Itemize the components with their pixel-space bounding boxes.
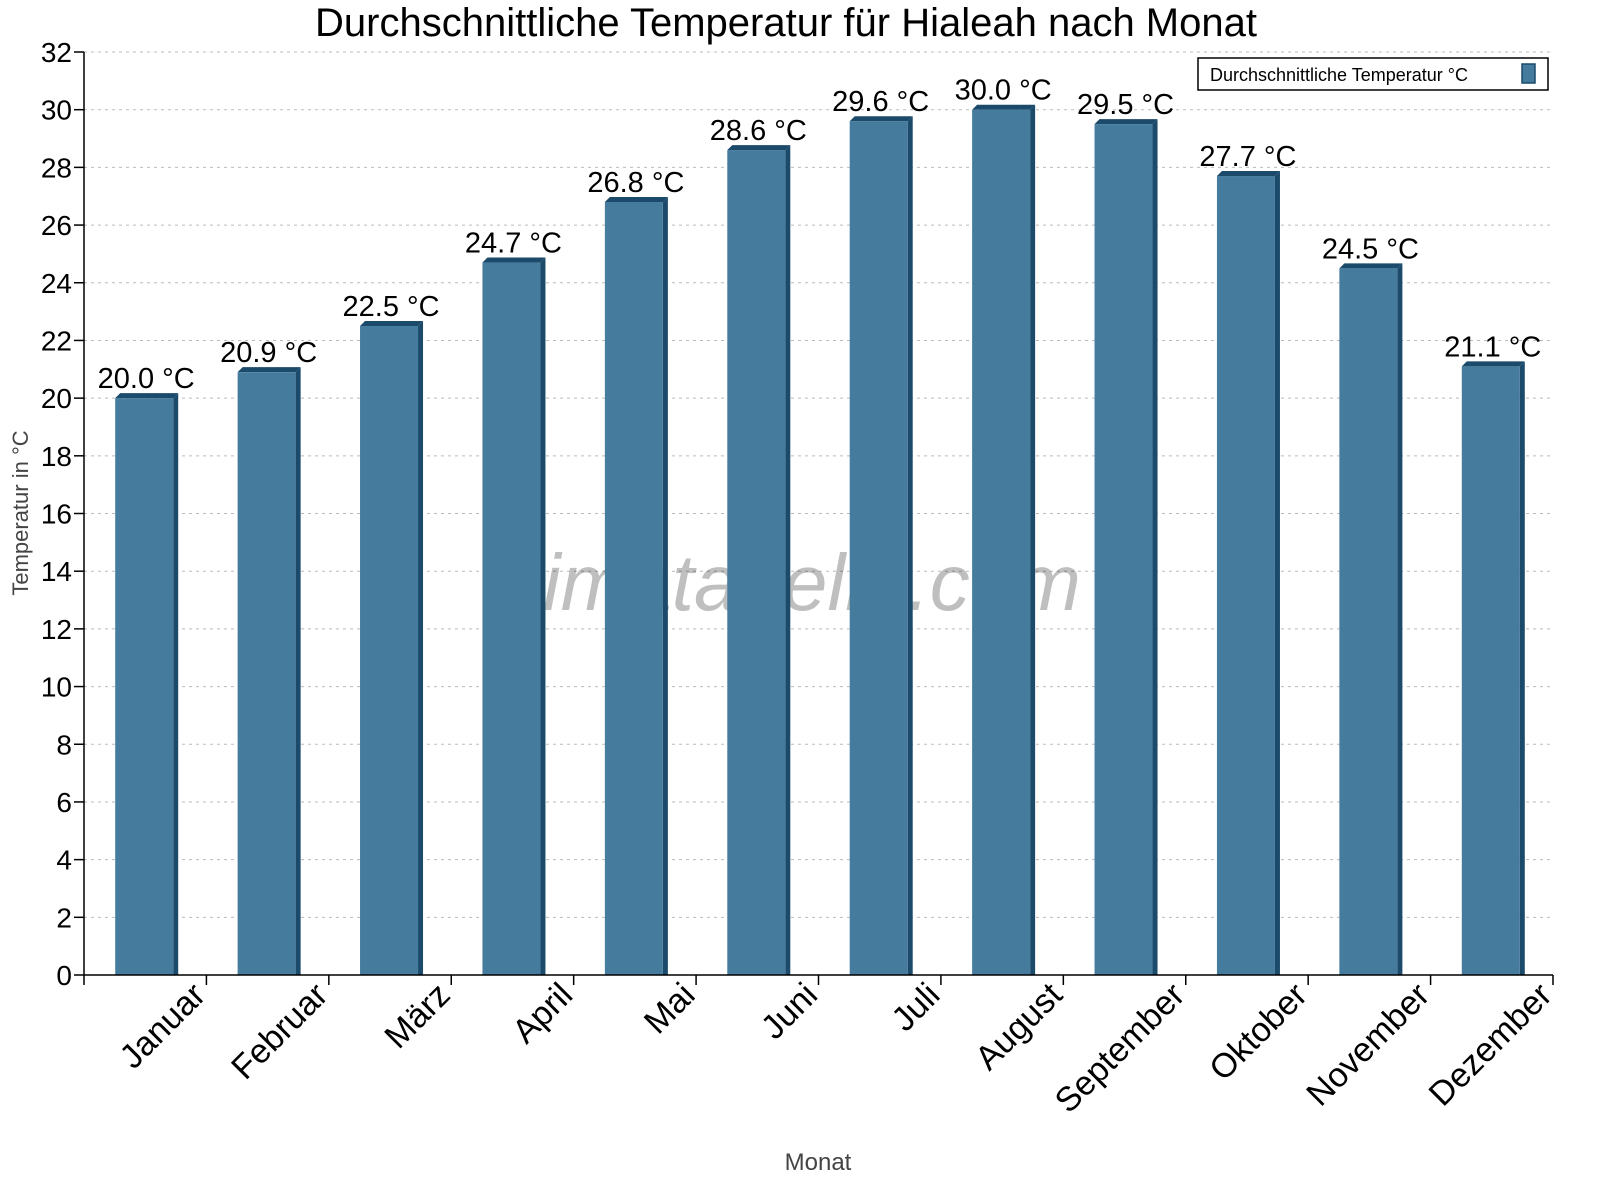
bar-top bbox=[1461, 361, 1525, 367]
bar-side bbox=[1030, 104, 1036, 975]
data-label: 24.7 °C bbox=[465, 228, 562, 260]
bar-side bbox=[1152, 119, 1158, 975]
y-tick-label: 26 bbox=[41, 210, 72, 241]
y-tick-label: 24 bbox=[41, 268, 72, 299]
bar-side bbox=[173, 393, 179, 975]
x-tick-label: Januar bbox=[112, 976, 212, 1076]
data-label: 30.0 °C bbox=[955, 75, 1052, 107]
legend-swatch bbox=[1521, 63, 1536, 84]
data-label: 21.1 °C bbox=[1444, 331, 1541, 363]
y-tick-label: 30 bbox=[41, 95, 72, 126]
bar-side bbox=[662, 196, 668, 976]
y-tick-label: 4 bbox=[56, 845, 72, 876]
data-label: 20.0 °C bbox=[98, 363, 195, 395]
data-label: 29.6 °C bbox=[832, 86, 929, 118]
bar bbox=[115, 398, 174, 975]
bar-top bbox=[604, 196, 668, 202]
y-tick-label: 18 bbox=[41, 441, 72, 472]
bar-side bbox=[1274, 171, 1280, 975]
x-tick-label: Juni bbox=[754, 976, 825, 1047]
bar-top bbox=[972, 104, 1036, 110]
bar-side bbox=[418, 321, 424, 975]
x-tick-label: September bbox=[1048, 976, 1192, 1120]
data-label: 22.5 °C bbox=[343, 291, 440, 323]
bar-top bbox=[237, 367, 301, 373]
x-tick-label: November bbox=[1299, 976, 1437, 1114]
x-tick-label: Februar bbox=[224, 976, 335, 1087]
bars: 20.0 °C 20.9 °C 22.5 °C 24.7 °C 26.8 °C 28.6 … bbox=[98, 75, 1541, 976]
bar-top bbox=[1094, 119, 1158, 125]
data-label: 26.8 °C bbox=[587, 167, 684, 199]
y-tick-label: 10 bbox=[41, 672, 72, 703]
data-label: 27.7 °C bbox=[1199, 141, 1296, 173]
bar bbox=[1094, 124, 1153, 975]
x-tick-label: März bbox=[377, 976, 457, 1056]
x-tick-label: Dezember bbox=[1422, 976, 1560, 1114]
bar bbox=[237, 372, 296, 975]
data-label: 29.5 °C bbox=[1077, 89, 1174, 121]
legend-label: Durchschnittliche Temperatur °C bbox=[1210, 65, 1468, 85]
data-label: 24.5 °C bbox=[1322, 233, 1419, 265]
y-tick-label: 16 bbox=[41, 499, 72, 530]
y-tick-label: 12 bbox=[41, 614, 72, 645]
bar-side bbox=[785, 145, 791, 976]
bar bbox=[1461, 366, 1520, 976]
y-tick-label: 2 bbox=[56, 902, 72, 933]
y-tick-label: 32 bbox=[41, 37, 72, 68]
bar bbox=[360, 326, 419, 975]
y-tick-label: 6 bbox=[56, 787, 72, 818]
grid-lines bbox=[84, 51, 1553, 918]
data-label: 20.9 °C bbox=[220, 337, 317, 369]
bar-top bbox=[727, 145, 791, 151]
bar bbox=[727, 150, 786, 976]
x-tick-label: Oktober bbox=[1202, 976, 1314, 1088]
bar bbox=[604, 201, 663, 976]
bar bbox=[849, 121, 908, 976]
bar-side bbox=[907, 116, 913, 976]
bar-top bbox=[1216, 171, 1280, 177]
bar-side bbox=[1397, 263, 1403, 975]
bar-top bbox=[1339, 263, 1403, 269]
bar-top bbox=[115, 393, 179, 399]
chart-title: Durchschnittliche Temperatur für Hialeah… bbox=[315, 1, 1257, 45]
x-tick-label: August bbox=[968, 975, 1070, 1077]
data-label: 28.6 °C bbox=[710, 115, 807, 147]
y-tick-label: 14 bbox=[41, 556, 72, 587]
y-tick-label: 0 bbox=[56, 960, 72, 991]
bar-top bbox=[360, 321, 424, 327]
y-tick-label: 28 bbox=[41, 152, 72, 183]
bar bbox=[1339, 268, 1398, 975]
y-tick-label: 8 bbox=[56, 729, 72, 760]
x-tick-label: Mai bbox=[637, 976, 703, 1042]
bar-side bbox=[540, 257, 546, 975]
x-tick-label: April bbox=[505, 976, 580, 1051]
bar-top bbox=[849, 116, 913, 122]
bar-side bbox=[1519, 361, 1525, 976]
y-axis-label: Temperatur in °C bbox=[8, 430, 33, 595]
y-tick-label: 22 bbox=[41, 325, 72, 356]
bar bbox=[1216, 176, 1275, 975]
bar-top bbox=[482, 257, 546, 263]
x-axis-label: Monat bbox=[785, 1149, 852, 1176]
bar-side bbox=[295, 367, 301, 975]
x-tick-label: Juli bbox=[884, 976, 947, 1039]
legend: Durchschnittliche Temperatur °C bbox=[1197, 57, 1549, 91]
bar bbox=[482, 262, 541, 975]
y-tick-label: 20 bbox=[41, 383, 72, 414]
bar bbox=[972, 109, 1031, 975]
